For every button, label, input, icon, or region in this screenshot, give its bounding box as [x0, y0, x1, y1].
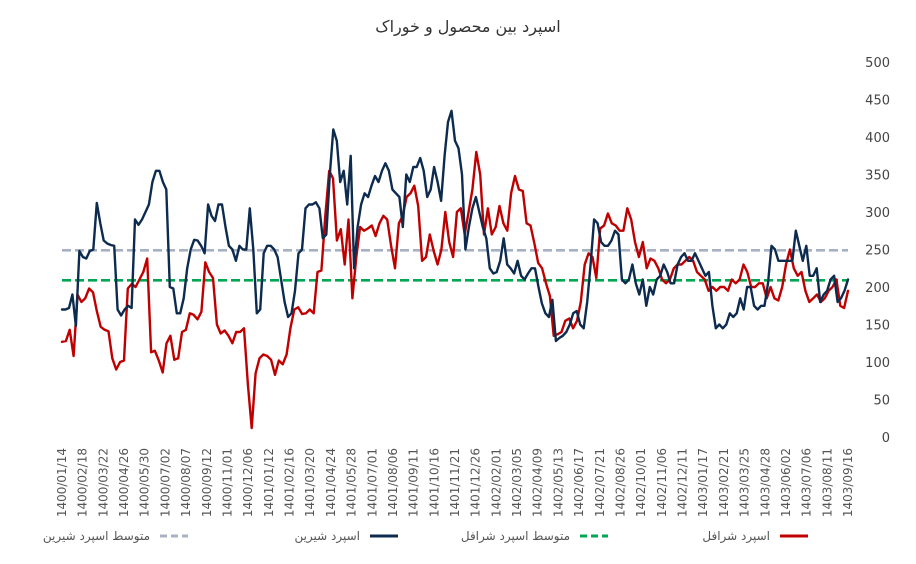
x-tick-label: 1401/04/24 [324, 448, 338, 517]
y-axis: 0 50 100 150 200 250 300 350 400 450 500 [865, 56, 890, 446]
x-tick-label: 1400/07/02 [158, 448, 172, 517]
legend: اسپرد شرافل متوسط اسپرد شرافل اسپرد شیرین م… [43, 529, 808, 544]
x-tick-label: 1401/08/06 [386, 448, 400, 517]
x-tick-label: 1401/03/20 [303, 448, 317, 517]
x-tick-label: 1401/09/11 [407, 448, 421, 517]
x-tick-label: 1401/01/12 [262, 448, 276, 517]
series-line-0 [60, 150, 850, 430]
x-tick-label: 1401/12/26 [469, 448, 483, 517]
x-tick-label: 1403/04/28 [758, 448, 772, 517]
x-tick-label: 1400/03/22 [96, 448, 110, 517]
x-tick-label: 1402/04/09 [531, 448, 545, 517]
x-tick-label: 1403/08/11 [820, 448, 834, 517]
legend-label-1: متوسط اسپرد شرافل [461, 529, 570, 544]
x-tick-label: 1400/05/30 [138, 448, 152, 517]
x-tick-label: 1400/09/12 [200, 448, 214, 517]
x-tick-label: 1400/08/07 [179, 448, 193, 517]
x-tick-label: 1403/02/21 [717, 448, 731, 517]
y-tick-label: 500 [865, 56, 890, 71]
x-tick-label: 1402/07/21 [593, 448, 607, 517]
chart-title: اسپرد بین محصول و خوراک [375, 17, 560, 37]
x-tick-label: 1403/09/16 [841, 448, 855, 517]
series-line-2 [60, 109, 850, 343]
x-tick-label: 1400/12/06 [241, 448, 255, 517]
x-tick-label: 1402/02/01 [489, 448, 503, 517]
x-tick-label: 1402/06/17 [572, 448, 586, 517]
x-tick-label: 1400/01/14 [55, 448, 69, 517]
y-tick-label: 450 [865, 94, 890, 109]
x-tick-label: 1401/10/16 [427, 448, 441, 517]
x-axis: 1400/01/14 1400/02/18 1400/03/22 1400/04/26… [55, 448, 855, 517]
x-tick-label: 1403/03/25 [738, 448, 752, 517]
y-tick-label: 350 [865, 169, 890, 184]
x-tick-label: 1400/11/01 [220, 448, 234, 517]
plot-area [60, 109, 850, 430]
x-tick-label: 1401/05/28 [345, 448, 359, 517]
x-tick-label: 1402/11/06 [655, 448, 669, 517]
y-tick-label: 250 [865, 244, 890, 259]
y-tick-label: 200 [865, 281, 890, 296]
x-tick-label: 1402/03/05 [510, 448, 524, 517]
x-tick-label: 1401/11/21 [448, 448, 462, 517]
legend-label-2: اسپرد شیرین [294, 529, 360, 544]
y-tick-label: 100 [865, 356, 890, 371]
y-tick-label: 300 [865, 206, 890, 221]
y-tick-label: 0 [882, 431, 890, 446]
x-tick-label: 1402/10/01 [634, 448, 648, 517]
x-tick-label: 1403/01/17 [696, 448, 710, 517]
x-tick-label: 1402/08/26 [613, 448, 627, 517]
y-tick-label: 400 [865, 131, 890, 146]
x-tick-label: 1400/04/26 [117, 448, 131, 517]
y-tick-label: 50 [873, 394, 890, 409]
x-tick-label: 1401/02/16 [283, 448, 297, 517]
x-tick-label: 1403/07/06 [800, 448, 814, 517]
x-tick-label: 1402/05/13 [551, 448, 565, 517]
y-tick-label: 150 [865, 319, 890, 334]
x-tick-label: 1402/12/11 [676, 448, 690, 517]
x-tick-label: 1403/06/02 [779, 448, 793, 517]
legend-label-3: متوسط اسپرد شیرین [43, 529, 150, 544]
legend-label-0: اسپرد شرافل [702, 529, 770, 544]
x-tick-label: 1401/07/01 [365, 448, 379, 517]
x-tick-label: 1400/02/18 [76, 448, 90, 517]
